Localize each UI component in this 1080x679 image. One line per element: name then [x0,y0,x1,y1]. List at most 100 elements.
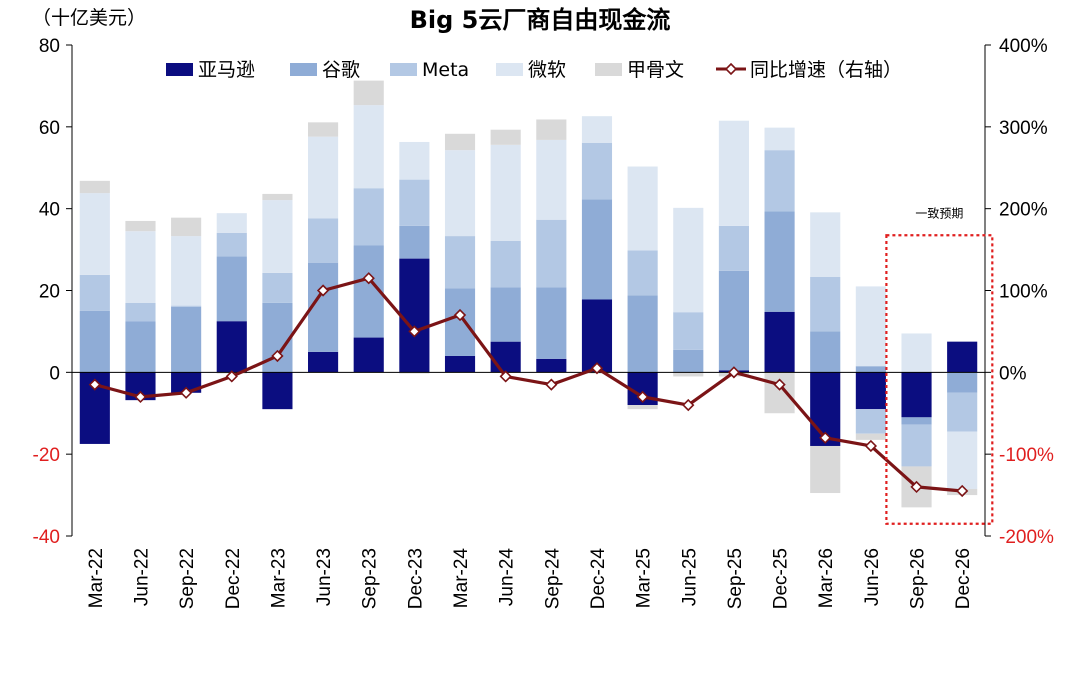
bar-segment [262,200,293,273]
bar-segment [490,129,521,145]
bar-segment [262,372,293,410]
bar-segment [855,286,886,367]
x-tick-label: Jun-24 [497,548,518,607]
bar-segment [79,310,110,373]
yoy-line-marker [682,398,695,412]
yoy-line-marker [545,378,558,391]
left-tick-label: 40 [39,200,60,221]
consensus-box [885,234,994,525]
yoy-line-path [94,276,963,493]
yoy-line-marker [864,439,878,453]
bar-segment [855,372,886,410]
bar-segment [444,288,476,356]
bar-segment [125,302,156,322]
bar-segment [673,372,704,377]
bars [79,80,978,508]
x-tick-label: Mar-23 [268,548,289,608]
bar-segment [125,231,156,303]
bar-segment [673,312,704,350]
bar-segment [718,120,749,226]
bar-segment [581,299,613,373]
yoy-line [88,272,969,498]
bar-segment [536,139,567,220]
yoy-line-marker [179,386,193,399]
bar-segment [79,193,110,275]
bar-segment [947,431,978,489]
bar-segment [810,276,841,332]
right-tick-label: 0% [999,363,1027,384]
bar-segment [673,207,704,313]
bar-segment [399,179,430,226]
bar-segment [444,355,476,373]
bar-segment [444,133,476,151]
x-axis-labels: Mar-22 Jun-22 Sep-22 Dec-22 Mar-23 Jun-23 Sep-… [86,548,974,610]
bar-segment [308,136,339,219]
bar-segment [764,211,795,312]
legend-label: 同比增速（右轴） [750,59,902,81]
bar-segment [947,392,978,432]
bar-segment [901,372,932,418]
bar-segment [308,122,339,137]
yoy-line-marker [773,378,786,391]
bar-segment [399,258,430,373]
right-tick-label: 200% [999,200,1048,221]
bar-segment [171,217,202,237]
bar-segment [216,321,247,373]
yoy-line-marker [590,362,604,375]
bar-segment [171,306,202,373]
bar-segment [216,232,247,257]
legend-swatch [290,63,317,76]
legend-label: 亚马逊 [198,59,255,81]
bar-segment [718,225,749,271]
bar-segment [353,337,384,373]
bar-segment [262,193,293,201]
bar-segment [627,250,658,296]
yoy-line-marker [134,390,147,404]
x-tick-label: Jun-22 [131,548,152,606]
bar-segment [536,219,567,288]
x-tick-label: Jun-26 [862,548,883,606]
bar-segment [810,212,841,277]
x-tick-label: Sep-22 [177,548,198,609]
bar-segment [216,256,247,322]
legend-label: 谷歌 [322,59,360,81]
bar-segment [581,199,613,300]
yoy-line-marker [819,431,832,444]
bar-segment [490,287,521,342]
bar-segment [353,188,384,246]
left-tick-label: 80 [39,36,60,57]
bar-segment [810,331,841,373]
legend-item: 甲骨文 [595,59,684,81]
legend-swatch [390,63,417,76]
bar-segment [764,372,795,414]
bar-segment [536,119,567,140]
bar-segment [171,305,202,307]
bar-segment [125,321,156,373]
yoy-line-marker [225,370,238,383]
bar-segment [125,220,156,232]
right-tick-label: -200% [999,527,1054,548]
yoy-line-marker [408,325,421,338]
left-tick-label: -20 [33,445,60,466]
right-tick-label: 300% [999,118,1048,139]
x-tick-label: Jun-25 [679,548,700,606]
bar-segment [855,433,886,440]
bar-segment [490,144,521,241]
bar-segment [399,225,430,259]
right-tick-label: 400% [999,36,1048,57]
chart-title: Big 5云厂商自由现金流 [410,6,671,34]
left-tick-label: 20 [39,282,60,303]
x-tick-label: Dec-22 [223,548,244,609]
left-axis: -40 -20 0 20 40 60 80 [33,36,73,548]
bar-segment [490,240,521,288]
legend-swatch [166,63,193,76]
bar-segment [627,295,658,373]
bar-segment [855,409,886,434]
yoy-line-marker [499,370,512,383]
yoy-line-marker [636,390,649,404]
x-tick-label: Dec-23 [405,548,426,609]
bar-segment [901,424,932,467]
bar-segment [855,366,886,373]
x-tick-label: Mar-22 [86,548,107,608]
